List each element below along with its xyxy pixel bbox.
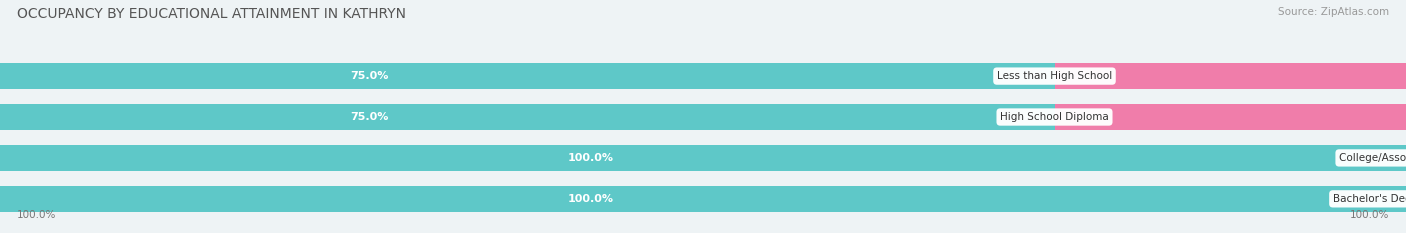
Text: OCCUPANCY BY EDUCATIONAL ATTAINMENT IN KATHRYN: OCCUPANCY BY EDUCATIONAL ATTAINMENT IN K…: [17, 7, 406, 21]
Bar: [0, 145, 1406, 171]
Bar: [0, 63, 1406, 89]
Text: 100.0%: 100.0%: [17, 210, 56, 220]
Bar: [1054, 63, 1406, 89]
Text: 100.0%: 100.0%: [1350, 210, 1389, 220]
Text: College/Associate Degree: College/Associate Degree: [1339, 153, 1406, 163]
Bar: [0, 186, 1406, 212]
Bar: [0, 186, 1406, 212]
Text: High School Diploma: High School Diploma: [1000, 112, 1109, 122]
Text: Less than High School: Less than High School: [997, 71, 1112, 81]
Text: 75.0%: 75.0%: [350, 112, 388, 122]
Bar: [0, 104, 1406, 130]
Text: Bachelor's Degree or higher: Bachelor's Degree or higher: [1333, 194, 1406, 204]
Text: 100.0%: 100.0%: [568, 153, 613, 163]
Bar: [1054, 104, 1406, 130]
Text: Source: ZipAtlas.com: Source: ZipAtlas.com: [1278, 7, 1389, 17]
Text: 100.0%: 100.0%: [568, 194, 613, 204]
Text: 75.0%: 75.0%: [350, 71, 388, 81]
Bar: [0, 145, 1406, 171]
Bar: [0, 104, 1054, 130]
Bar: [0, 63, 1054, 89]
